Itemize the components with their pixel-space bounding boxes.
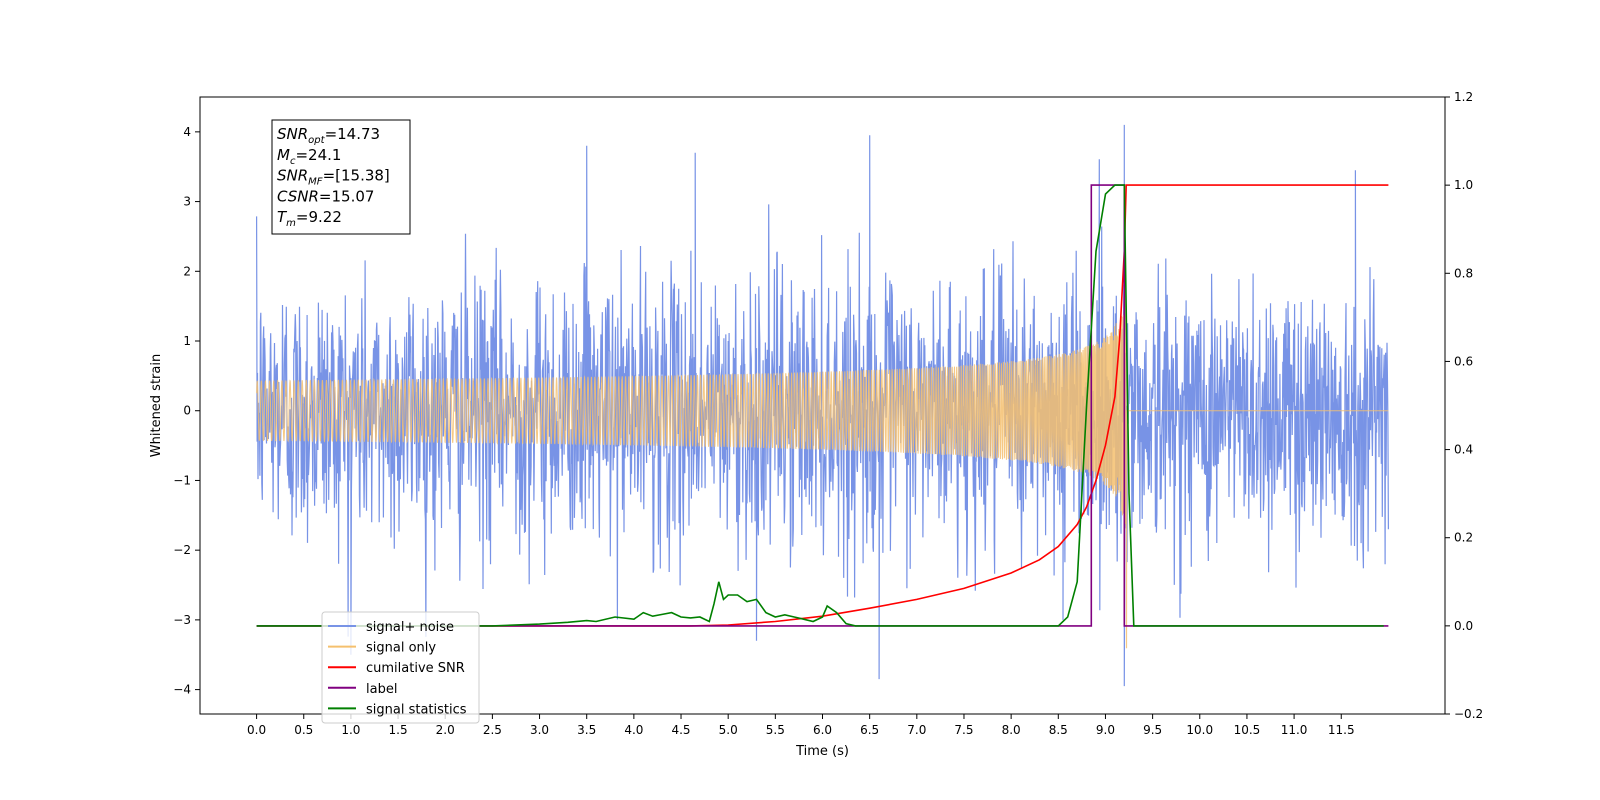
x-tick-label: 1.5 [389, 723, 408, 737]
annotation-line: SNRopt=14.73 [277, 125, 380, 146]
y-axis-left: −4 −3 −2 −1 0 1 2 3 4 [173, 125, 200, 697]
legend-entry-label: label [366, 682, 397, 697]
x-tick-label: 8.0 [1002, 723, 1021, 737]
y-tick-label: −1 [173, 473, 191, 487]
y2-tick-label: 0.4 [1454, 443, 1473, 457]
x-tick-label: 10.5 [1234, 723, 1261, 737]
x-tick-label: 7.0 [907, 723, 926, 737]
y2-tick-label: 0.2 [1454, 531, 1473, 545]
x-axis-label: Time (s) [795, 744, 849, 759]
x-tick-label: 9.0 [1096, 723, 1115, 737]
annotation-line: SNRMF=[15.38] [277, 167, 390, 188]
annotation-box: SNRopt=14.73Mc=24.1SNRMF=[15.38]CSNR=15.… [271, 119, 411, 235]
annotation-frame [271, 119, 411, 235]
legend: signal+ noise signal only cumilative SNR la… [321, 611, 480, 724]
x-tick-label: 0.5 [294, 723, 313, 737]
series-signal-only [256, 282, 1389, 649]
y-tick-label: −3 [173, 613, 191, 627]
x-tick-label: 11.5 [1328, 723, 1355, 737]
x-tick-label: 3.5 [577, 723, 596, 737]
x-tick-label: 3.0 [530, 723, 549, 737]
y-axis-label: Whitened strain [149, 354, 164, 457]
x-tick-label: 1.0 [341, 723, 360, 737]
x-tick-label: 4.0 [624, 723, 643, 737]
y-tick-label: 3 [183, 195, 191, 209]
x-tick-label: 2.0 [436, 723, 455, 737]
y2-tick-label: 1.2 [1454, 90, 1473, 104]
x-tick-label: 6.0 [813, 723, 832, 737]
x-tick-label: 8.5 [1049, 723, 1068, 737]
series-cumilative-snr-line [256, 184, 1389, 627]
x-tick-label: 2.5 [483, 723, 502, 737]
y-tick-label: 2 [183, 264, 191, 278]
x-tick-label: 9.5 [1143, 723, 1162, 737]
legend-entry-label: signal only [366, 641, 436, 656]
y-tick-label: 1 [183, 334, 191, 348]
y2-tick-label: −0.2 [1454, 707, 1483, 721]
x-tick-label: 4.5 [671, 723, 690, 737]
legend-entry-label: signal statistics [366, 702, 467, 717]
legend-entry-label: cumilative SNR [366, 661, 465, 676]
annotation-line: CSNR=15.07 [277, 187, 374, 205]
x-tick-label: 0.0 [247, 723, 266, 737]
annotation-line: Mc=24.1 [277, 146, 341, 167]
y-tick-label: 0 [183, 404, 191, 418]
x-tick-label: 6.5 [860, 723, 879, 737]
y-tick-label: 4 [183, 125, 191, 139]
legend-entry-label: signal+ noise [366, 620, 454, 635]
signal-only-line [256, 282, 1389, 649]
series-signal-statistics-line [256, 184, 1384, 627]
right-axis-series [256, 184, 1389, 627]
x-tick-label: 5.5 [766, 723, 785, 737]
x-tick-label: 5.0 [719, 723, 738, 737]
y2-tick-label: 0.6 [1454, 354, 1473, 368]
legend-frame [321, 611, 480, 724]
x-tick-label: 7.5 [954, 723, 973, 737]
y2-tick-label: 1.0 [1454, 178, 1473, 192]
signal-noise-line [256, 124, 1389, 687]
y-tick-label: −2 [173, 543, 191, 557]
y-axis-right: −0.2 0.0 0.2 0.4 0.6 0.8 1.0 1.2 [1445, 90, 1483, 721]
y-tick-label: −4 [173, 683, 191, 697]
x-tick-label: 10.0 [1186, 723, 1213, 737]
x-axis: 0.0 0.5 1.0 1.5 2.0 2.5 3.0 3.5 4.0 4.5 5.0 5.5 6.0 6… [247, 714, 1355, 737]
series-signal-noise [256, 124, 1389, 687]
y2-tick-label: 0.8 [1454, 266, 1473, 280]
y2-tick-label: 0.0 [1454, 619, 1473, 633]
x-tick-label: 11.0 [1281, 723, 1308, 737]
annotation-line: Tm=9.22 [277, 208, 342, 229]
